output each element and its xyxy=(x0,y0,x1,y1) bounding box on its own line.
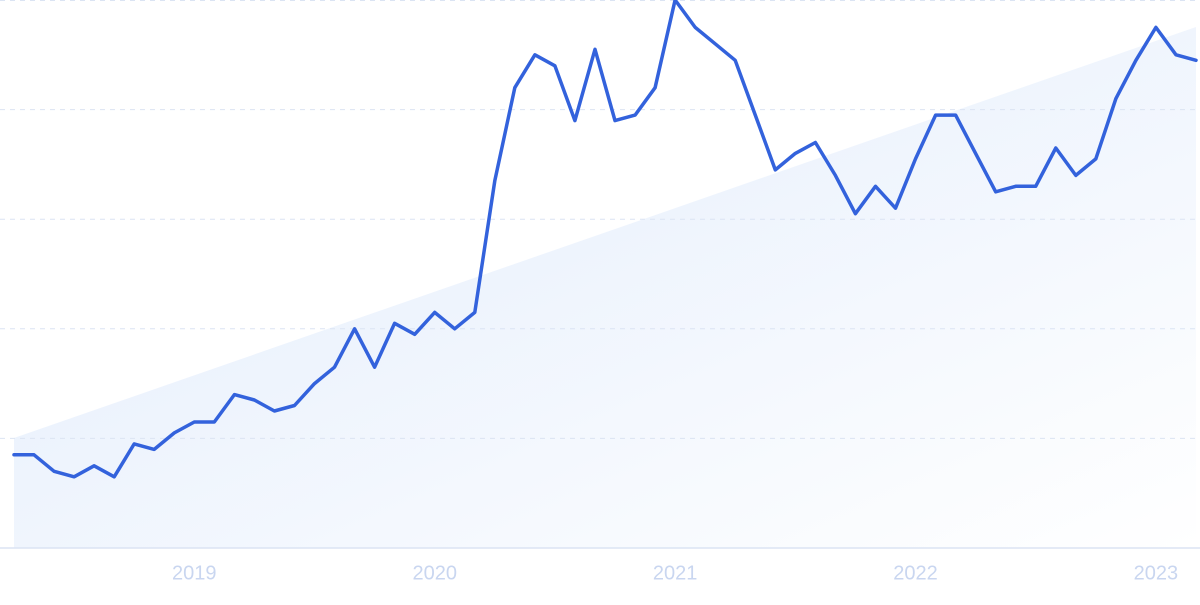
x-tick-label: 2019 xyxy=(172,562,217,584)
trend-line xyxy=(12,0,1198,479)
x-tick-label: 2020 xyxy=(412,562,457,584)
x-tick-label: 2022 xyxy=(893,562,938,584)
x-tick-label: 2023 xyxy=(1134,562,1179,584)
x-tick-label: 2021 xyxy=(653,562,698,584)
trend-area xyxy=(14,27,1196,548)
